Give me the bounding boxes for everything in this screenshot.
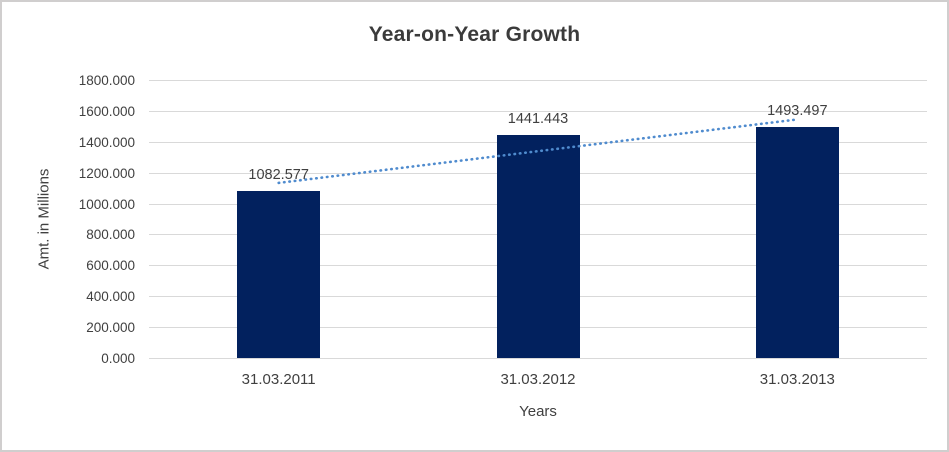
plot-area: 1082.577 1441.443 1493.497 <box>149 80 927 359</box>
gridline <box>149 110 927 112</box>
bar <box>496 135 580 358</box>
x-tick-label: 31.03.2012 <box>500 371 576 388</box>
y-tick-label: 1200.000 <box>78 165 135 181</box>
gridline <box>149 80 927 81</box>
chart-title: Year-on-Year Growth <box>368 23 581 46</box>
y-tick-label: 1400.000 <box>78 134 135 150</box>
x-axis-title: Years <box>519 403 557 420</box>
gridline <box>149 358 927 359</box>
x-tick-label: 31.03.2011 <box>241 371 316 388</box>
y-tick-label: 0.000 <box>101 351 135 366</box>
y-tick-label: 1800.000 <box>78 73 135 88</box>
y-axis-title: Amt. in Millions <box>35 168 53 270</box>
data-label: 1082.577 <box>248 166 309 183</box>
trendline-dotted-line <box>277 118 799 185</box>
bar <box>237 190 321 358</box>
y-tick-label: 400.000 <box>86 289 135 305</box>
trendline <box>277 118 799 185</box>
data-label: 1493.497 <box>767 103 828 120</box>
y-tick-label: 200.000 <box>86 320 135 336</box>
x-tick-label: 31.03.2013 <box>759 371 835 388</box>
y-tick-label: 600.000 <box>86 258 135 274</box>
data-label: 1441.443 <box>507 111 569 128</box>
y-tick-label: 1600.000 <box>78 103 135 119</box>
bar <box>755 127 839 358</box>
y-tick-label: 1000.000 <box>78 196 135 212</box>
y-tick-label: 800.000 <box>86 227 135 243</box>
